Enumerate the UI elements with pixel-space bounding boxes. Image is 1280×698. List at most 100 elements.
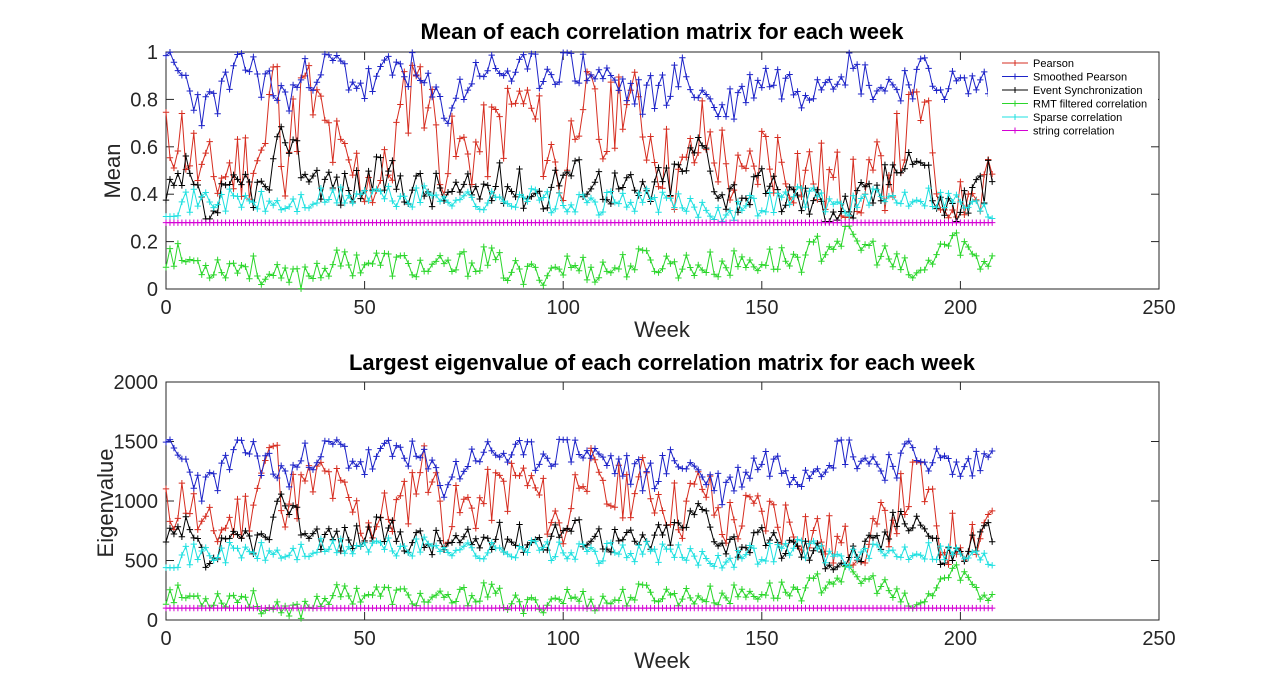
data-point <box>913 457 920 464</box>
data-point <box>285 107 293 115</box>
data-point <box>552 594 559 602</box>
x-tick-label: 250 <box>1142 628 1175 650</box>
data-point <box>305 272 313 280</box>
data-point <box>170 164 178 172</box>
data-point <box>826 578 833 586</box>
data-point <box>508 460 515 467</box>
data-point <box>885 547 893 554</box>
data-point <box>428 478 436 486</box>
data-point <box>651 509 658 517</box>
data-point <box>699 142 706 149</box>
data-point <box>238 593 245 600</box>
data-point <box>297 285 305 292</box>
data-point <box>452 95 460 102</box>
data-point <box>424 540 432 547</box>
data-point <box>258 281 265 288</box>
data-point <box>520 464 527 472</box>
data-point <box>699 97 706 105</box>
data-point <box>683 167 690 174</box>
data-point <box>933 522 940 530</box>
data-point <box>504 200 511 207</box>
data-point <box>540 194 547 201</box>
data-point <box>595 469 603 476</box>
data-point <box>492 106 499 113</box>
data-point <box>325 468 333 475</box>
data-point <box>814 545 821 553</box>
data-point <box>873 532 881 539</box>
data-point <box>822 79 829 86</box>
data-point <box>452 598 460 605</box>
data-point <box>905 91 912 98</box>
data-point <box>889 509 897 516</box>
data-point <box>865 531 873 539</box>
data-point <box>337 57 344 65</box>
data-point <box>333 528 340 535</box>
series-line <box>166 184 993 223</box>
data-point <box>973 448 980 455</box>
data-point <box>377 592 384 600</box>
data-point <box>857 209 865 217</box>
data-point <box>671 61 678 69</box>
data-point <box>881 576 889 583</box>
data-point <box>516 472 523 479</box>
data-point <box>925 590 932 597</box>
data-point <box>913 269 920 277</box>
data-point <box>424 189 432 197</box>
data-point <box>428 203 436 210</box>
data-point <box>345 536 352 544</box>
data-point <box>218 459 225 467</box>
data-point <box>214 554 221 561</box>
data-point <box>905 556 912 563</box>
data-point <box>186 561 194 568</box>
data-point <box>647 256 654 264</box>
data-point <box>985 511 992 518</box>
data-point <box>714 273 722 280</box>
data-point <box>849 192 857 199</box>
data-point <box>381 489 388 497</box>
x-tick-label: 150 <box>745 628 778 650</box>
data-point <box>214 590 221 597</box>
data-point <box>420 79 428 86</box>
data-point <box>504 535 511 543</box>
data-point <box>679 265 686 273</box>
data-point <box>706 212 714 220</box>
data-point <box>536 188 543 195</box>
data-point <box>417 548 424 556</box>
data-point <box>262 70 269 78</box>
data-point <box>679 168 686 175</box>
data-point <box>309 111 317 119</box>
data-point <box>345 543 352 550</box>
data-point <box>385 534 392 542</box>
data-point <box>325 196 333 203</box>
data-point <box>377 445 384 452</box>
data-point <box>635 76 642 83</box>
data-point <box>758 461 765 468</box>
data-point <box>988 507 996 515</box>
data-point <box>583 488 591 495</box>
data-point <box>420 446 428 453</box>
data-point <box>726 555 734 562</box>
series-event-synchronization <box>162 123 996 225</box>
data-point <box>174 451 182 459</box>
data-point <box>786 183 793 191</box>
data-point <box>659 189 666 196</box>
x-tick-label: 250 <box>1142 297 1175 319</box>
data-point <box>341 478 348 486</box>
data-point <box>170 182 178 189</box>
data-point <box>834 533 841 540</box>
data-point <box>333 173 340 181</box>
data-point <box>178 182 186 189</box>
axes-frame-eigenvalue <box>165 381 1160 621</box>
data-point <box>210 204 217 211</box>
data-point <box>337 535 344 542</box>
data-point <box>655 209 662 216</box>
data-point <box>933 535 940 542</box>
data-point <box>973 197 980 205</box>
data-point <box>742 264 750 271</box>
data-point <box>329 261 337 268</box>
data-point <box>524 198 531 205</box>
data-point <box>504 458 511 466</box>
subplot-mean: Mean of each correlation matrix for each… <box>100 19 1176 342</box>
data-point <box>317 453 325 460</box>
data-point <box>687 545 694 552</box>
